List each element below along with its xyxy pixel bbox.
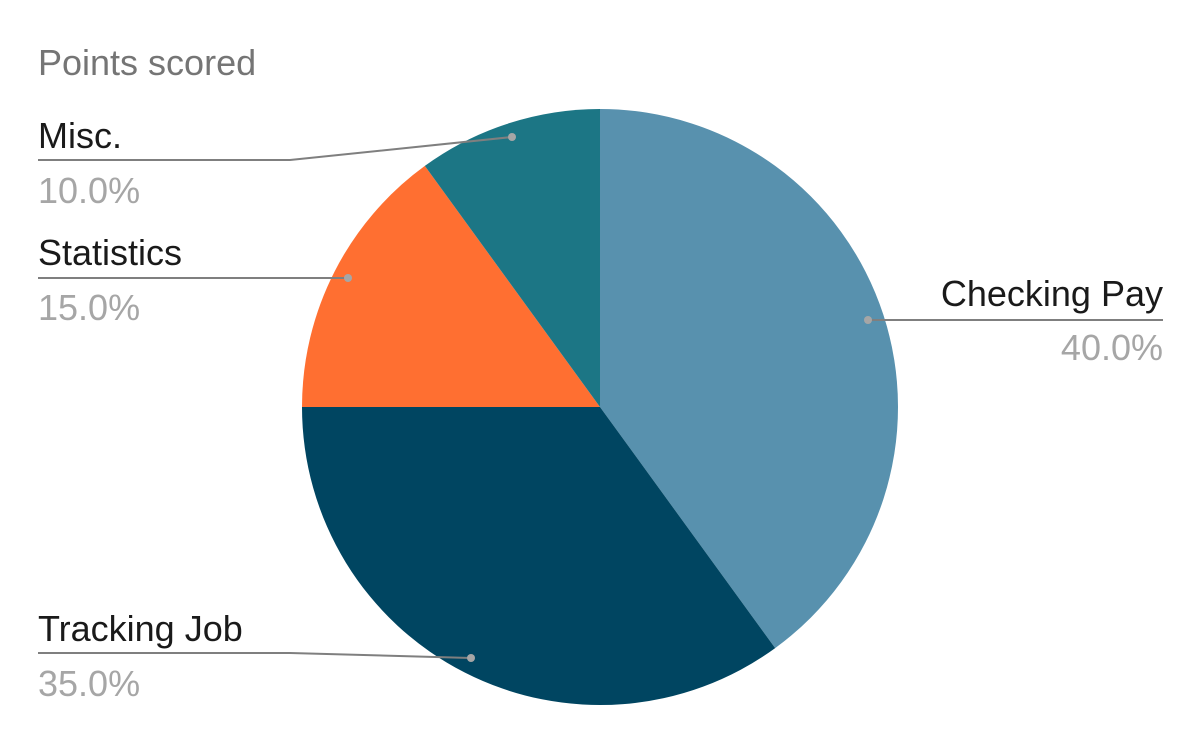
leader-line-misc [38, 136, 513, 161]
slice-percent-tracking-job: 35.0% [38, 663, 140, 704]
leader-dot-misc [508, 133, 516, 141]
leader-dot-tracking-job [467, 654, 475, 662]
slice-percent-statistics: 15.0% [38, 287, 140, 328]
pie-slice-tracking-job [302, 407, 776, 706]
slice-label-tracking-job: Tracking Job [38, 608, 243, 649]
pie-slice-misc [424, 108, 600, 407]
slice-percent-checking-pay: 40.0% [1061, 327, 1163, 368]
pie-slice-checking-pay [600, 109, 899, 649]
pie-slices [302, 108, 899, 706]
slice-label-checking-pay: Checking Pay [941, 273, 1163, 314]
leader-dot-statistics [344, 274, 352, 282]
slice-labels: Checking Pay 40.0% Tracking Job 35.0% Statis… [38, 115, 1163, 704]
slice-label-misc: Misc. [38, 115, 122, 156]
slice-label-statistics: Statistics [38, 232, 182, 273]
chart-title: Points scored [38, 42, 256, 83]
leader-line-tracking-job [38, 652, 472, 659]
slice-percent-misc: 10.0% [38, 170, 140, 211]
pie-slice-statistics [302, 165, 600, 407]
leader-dot-checking-pay [864, 316, 872, 324]
